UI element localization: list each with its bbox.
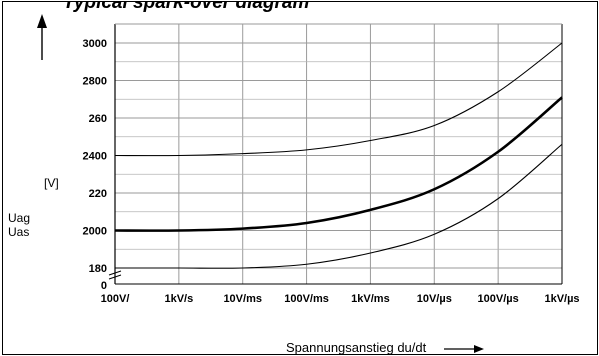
x-tick-label: 1kV/s	[164, 293, 193, 305]
y-tick-label: 260	[89, 113, 107, 125]
y-axis-label-uas: Uas	[8, 225, 30, 239]
chart-title: Typical spark-over diagram	[63, 1, 310, 13]
series-line-lower	[115, 143, 563, 269]
y-tick-label: 2000	[83, 226, 107, 238]
y-tick-label: 3000	[83, 38, 107, 50]
x-tick-label: 1kV/µs	[544, 293, 579, 305]
x-axis-label: Spannungsanstieg du/dt	[286, 340, 484, 355]
x-tick-label: 100V/µs	[478, 293, 519, 305]
y-axis-arrow-head	[37, 14, 47, 28]
y-axis-label-uag: Uag	[8, 211, 31, 225]
y-tick-label: 2800	[83, 76, 107, 88]
y-tick-label: 0	[101, 280, 107, 292]
x-tick-label: 100V/ms	[284, 293, 329, 305]
x-tick-label: 100V/	[101, 293, 130, 305]
y-axis-unit: [V]	[44, 176, 59, 190]
series-line-typical	[114, 96, 563, 232]
series-line-upper	[114, 42, 563, 157]
y-tick-label: 180	[89, 263, 107, 275]
arrow-right-icon	[443, 344, 484, 353]
x-tick-label: 1kV/ms	[351, 293, 390, 305]
y-tick-label: 2400	[83, 151, 107, 163]
y-tick-label: 220	[89, 188, 107, 200]
axis-break-marker	[108, 270, 122, 280]
x-axis-label-text: Spannungsanstieg du/dt	[286, 340, 427, 355]
x-tick-label: 10V/µs	[417, 293, 452, 305]
x-tick-label: 10V/ms	[223, 293, 262, 305]
